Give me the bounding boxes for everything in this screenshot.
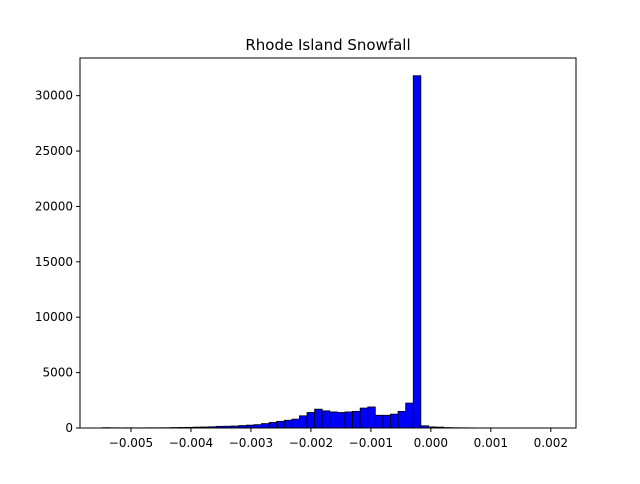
plot-frame (80, 58, 576, 428)
histogram-bar (315, 409, 323, 428)
histogram-bar (398, 411, 406, 428)
histogram-bar (353, 411, 361, 428)
histogram-bar (345, 412, 353, 428)
y-tick-label: 5000 (42, 366, 73, 380)
x-tick-label: −0.003 (229, 436, 273, 450)
x-tick-label: 0.000 (414, 436, 448, 450)
y-tick-label: 20000 (35, 199, 73, 213)
histogram-bar (406, 403, 414, 428)
y-tick-label: 25000 (35, 144, 73, 158)
histogram-bar (299, 416, 307, 428)
histogram-bar (269, 422, 277, 428)
histogram-bar (413, 76, 421, 428)
y-tick-label: 0 (65, 421, 73, 435)
histogram-bar (375, 415, 383, 428)
histogram-bar (277, 421, 285, 428)
y-tick-label: 30000 (35, 89, 73, 103)
x-axis: −0.005 −0.004 −0.003 −0.002 −0.001 0.000 0.001… (109, 428, 568, 450)
histogram-bar (284, 420, 292, 428)
x-tick-label: −0.004 (169, 436, 213, 450)
x-tick-label: −0.001 (349, 436, 393, 450)
y-tick-label: 10000 (35, 310, 73, 324)
histogram-bar (307, 412, 315, 428)
histogram-bar (368, 407, 376, 428)
histogram-bar (322, 411, 330, 428)
chart-title: Rhode Island Snowfall (245, 36, 410, 54)
y-axis: 0 5000 10000 15000 20000 25000 30000 (35, 89, 80, 435)
x-tick-label: 0.001 (474, 436, 508, 450)
histogram-bar (330, 412, 338, 428)
x-tick-label: −0.005 (109, 436, 153, 450)
histogram-bar (360, 408, 368, 428)
histogram-bar (292, 419, 300, 428)
histogram-bar (262, 424, 270, 428)
x-tick-label: 0.002 (534, 436, 568, 450)
histogram-bar (337, 412, 345, 428)
histogram-bar (383, 415, 391, 428)
histogram-bar (390, 414, 398, 428)
x-tick-label: −0.002 (289, 436, 333, 450)
y-tick-label: 15000 (35, 255, 73, 269)
bars-group (102, 76, 557, 428)
